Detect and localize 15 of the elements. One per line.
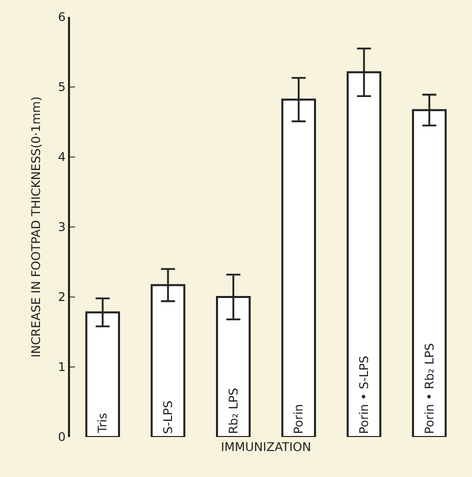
y-tick-label: 5 — [58, 80, 66, 94]
x-tick-label: Tris — [96, 412, 110, 434]
y-axis-title: INCREASE IN FOOTPAD THICKNESS(0·1mm) — [28, 96, 43, 358]
x-axis-title: IMMUNIZATION — [220, 440, 312, 454]
y-tick-label: 2 — [58, 290, 66, 304]
y-tick-label: 1 — [58, 360, 66, 374]
x-tick-label: Porin • S-LPS — [357, 356, 371, 434]
x-tick-label: Porin • Rb₂ LPS — [422, 343, 436, 434]
x-tick-label: S-LPS — [161, 400, 175, 434]
y-tick-label: 3 — [58, 220, 66, 234]
y-tick-label: 0 — [58, 430, 66, 444]
y-tick-label: 4 — [58, 150, 66, 164]
x-tick-label: Rb₂ LPS — [226, 388, 240, 434]
x-tick-label: Porin — [292, 404, 306, 434]
y-tick-label: 6 — [58, 10, 66, 24]
